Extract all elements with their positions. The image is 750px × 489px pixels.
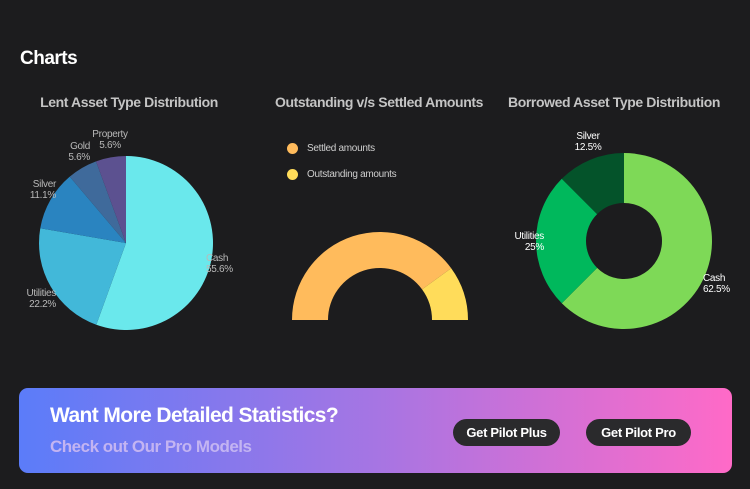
label-cash: Cash 55.6% xyxy=(206,253,233,275)
section-title: Charts xyxy=(20,48,78,69)
lent-chart-title: Lent Asset Type Distribution xyxy=(40,94,218,110)
donut-slice-silver[interactable] xyxy=(561,153,624,215)
pro-models-banner: Want More Detailed Statistics? Check out… xyxy=(19,388,732,473)
legend-item-settled[interactable]: Settled amounts xyxy=(287,142,396,155)
donut-label-utilities: Utilities 25% xyxy=(514,231,544,253)
get-pilot-plus-button[interactable]: Get Pilot Plus xyxy=(453,419,560,446)
borrowed-chart-title: Borrowed Asset Type Distribution xyxy=(508,94,720,110)
banner-title: Want More Detailed Statistics? xyxy=(50,404,339,427)
arc-settled[interactable] xyxy=(292,232,452,320)
slice-property[interactable] xyxy=(96,156,126,243)
legend-dot-outstanding xyxy=(287,169,298,180)
slice-utilities[interactable] xyxy=(38,228,126,325)
slice-cash[interactable] xyxy=(96,156,214,331)
donut-label-silver: Silver 12.5% xyxy=(575,131,602,153)
label-utilities: Utilities 22.2% xyxy=(26,288,56,310)
label-gold: Gold 5.6% xyxy=(68,141,90,163)
get-pilot-pro-button[interactable]: Get Pilot Pro xyxy=(586,419,691,446)
slice-silver[interactable] xyxy=(40,176,127,243)
legend-dot-settled xyxy=(287,143,298,154)
outstanding-settled-chart xyxy=(292,232,468,320)
legend-label-outstanding: Outstanding amounts xyxy=(307,169,397,180)
legend-item-outstanding[interactable]: Outstanding amounts xyxy=(287,168,397,181)
donut-slice-cash[interactable] xyxy=(561,153,712,329)
borrowed-donut-chart: Cash 62.5% Utilities 25% Silver 12.5% xyxy=(514,131,731,329)
banner-subtitle: Check out Our Pro Models xyxy=(50,437,252,456)
outstanding-chart-title: Outstanding v/s Settled Amounts xyxy=(275,94,483,110)
donut-label-cash: Cash 62.5% xyxy=(703,273,730,295)
lent-pie-chart: Cash 55.6% Utilities 22.2% Silver 11.1% Gold 5.… xyxy=(26,129,234,331)
legend-label-settled: Settled amounts xyxy=(307,143,375,154)
donut-slice-utilities[interactable] xyxy=(535,178,598,304)
outstanding-legend: Settled amounts Outstanding amounts xyxy=(287,142,397,194)
label-property: Property 5.6% xyxy=(92,129,128,151)
arc-outstanding[interactable] xyxy=(422,268,468,320)
label-silver: Silver 11.1% xyxy=(30,179,57,201)
slice-gold[interactable] xyxy=(69,161,126,243)
